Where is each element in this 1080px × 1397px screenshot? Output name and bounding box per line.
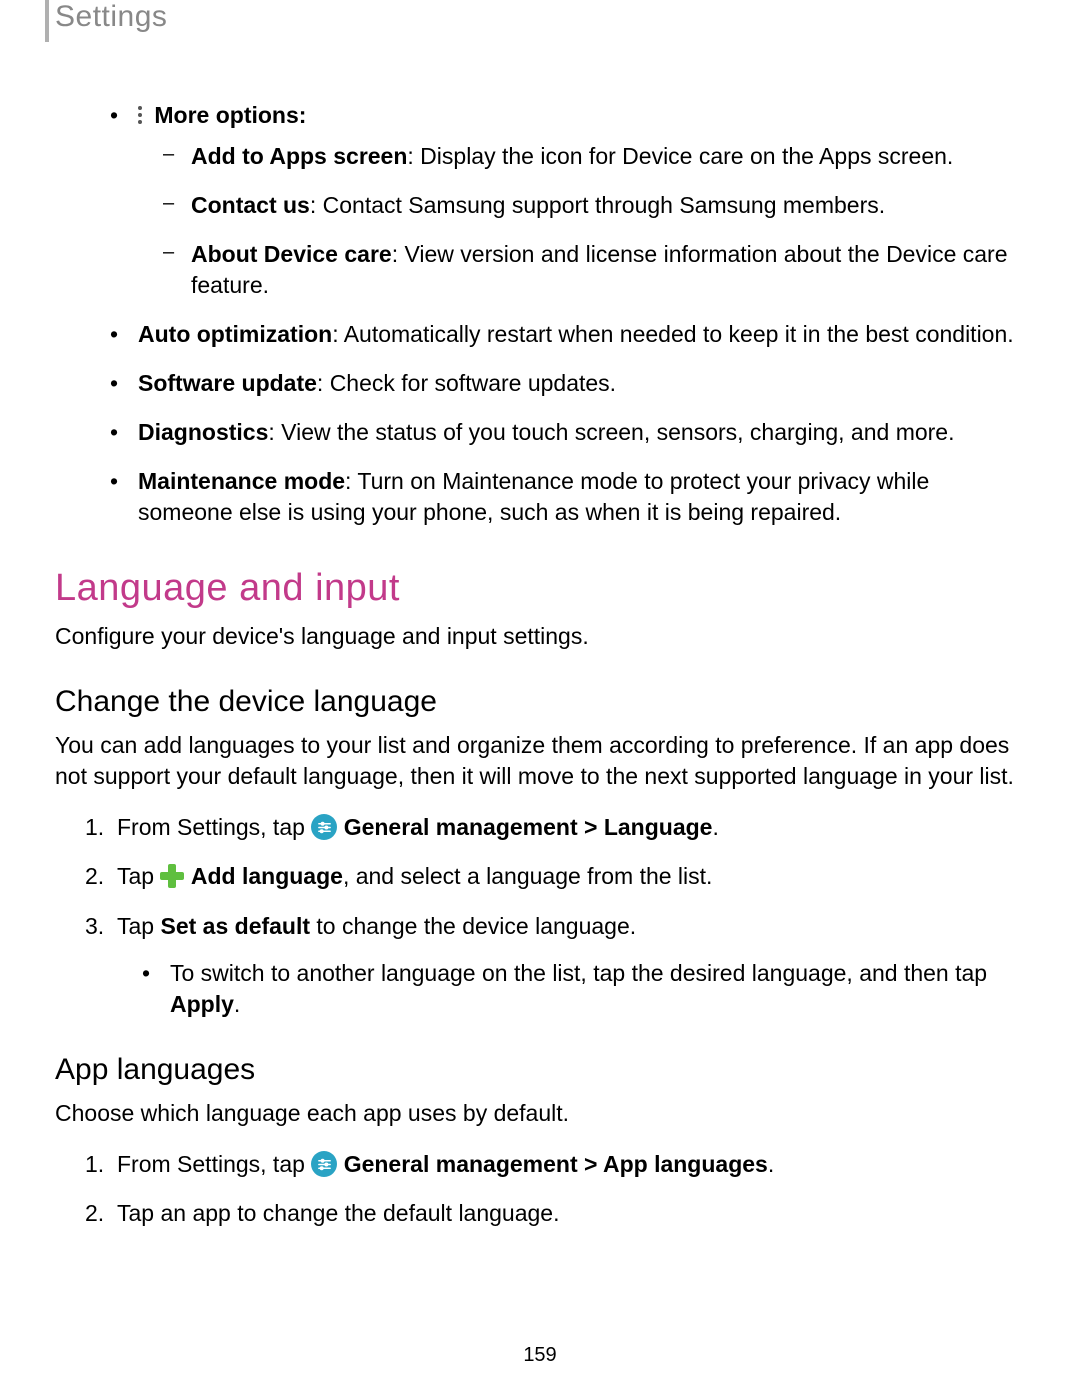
sub-text-pre: To switch to another language on the lis… bbox=[170, 960, 987, 986]
term: Maintenance mode bbox=[138, 468, 345, 494]
step-text-post: . bbox=[768, 1151, 774, 1177]
bullet-item: Maintenance mode: Turn on Maintenance mo… bbox=[110, 466, 1025, 528]
bullet-item: Software update: Check for software upda… bbox=[110, 368, 1025, 399]
term: About Device care bbox=[191, 241, 392, 267]
step-item: Tap Add language, and select a language … bbox=[85, 861, 1025, 892]
page-content: More options: Add to Apps screen: Displa… bbox=[55, 0, 1025, 1229]
dash-item: Add to Apps screen: Display the icon for… bbox=[163, 141, 1025, 172]
step-text-post: . bbox=[712, 814, 718, 840]
section-intro: Configure your device's language and inp… bbox=[55, 621, 1025, 652]
step-item: From Settings, tap General management > … bbox=[85, 1149, 1025, 1180]
step-item: From Settings, tap General management > … bbox=[85, 812, 1025, 843]
bullet-item: Auto optimization: Automatically restart… bbox=[110, 319, 1025, 350]
term: Software update bbox=[138, 370, 317, 396]
step-item: Tap an app to change the default languag… bbox=[85, 1198, 1025, 1229]
desc: : Contact Samsung support through Samsun… bbox=[310, 192, 885, 218]
bullet-item: Diagnostics: View the status of you touc… bbox=[110, 417, 1025, 448]
desc: : Automatically restart when needed to k… bbox=[332, 321, 1013, 347]
general-management-icon bbox=[311, 814, 337, 840]
subsection-intro: You can add languages to your list and o… bbox=[55, 730, 1025, 792]
step-text-pre: From Settings, tap bbox=[117, 1151, 311, 1177]
step-text-post: , and select a language from the list. bbox=[343, 863, 713, 889]
step-text-bold: General management > App languages bbox=[344, 1151, 768, 1177]
step-text-post: to change the device language. bbox=[310, 913, 636, 939]
desc: : Check for software updates. bbox=[317, 370, 616, 396]
plus-icon bbox=[160, 864, 184, 888]
step-text-pre: Tap bbox=[117, 913, 160, 939]
subsection-heading: Change the device language bbox=[55, 682, 1025, 723]
section-heading: Language and input bbox=[55, 563, 1025, 614]
step-text-pre: From Settings, tap bbox=[117, 814, 311, 840]
page-number: 159 bbox=[0, 1344, 1080, 1367]
general-management-icon bbox=[311, 1151, 337, 1177]
desc: : Display the icon for Device care on th… bbox=[407, 143, 953, 169]
term: Diagnostics bbox=[138, 419, 268, 445]
more-options-label: More options: bbox=[154, 102, 306, 128]
sub-text-bold: Apply bbox=[170, 991, 234, 1017]
step-text-bold: Add language bbox=[191, 863, 343, 889]
step-text-bold: General management > Language bbox=[344, 814, 713, 840]
header-accent-line bbox=[45, 0, 49, 42]
step-text-pre: Tap bbox=[117, 863, 160, 889]
step-item: Tap Set as default to change the device … bbox=[85, 911, 1025, 1020]
term: Auto optimization bbox=[138, 321, 332, 347]
page-header: Settings bbox=[55, 0, 167, 34]
sub-text-post: . bbox=[234, 991, 240, 1017]
step-text-bold: Set as default bbox=[160, 913, 310, 939]
term: Contact us bbox=[191, 192, 310, 218]
dash-item: Contact us: Contact Samsung support thro… bbox=[163, 190, 1025, 221]
term: Add to Apps screen bbox=[191, 143, 407, 169]
dash-item: About Device care: View version and lice… bbox=[163, 239, 1025, 301]
sub-bullet-item: To switch to another language on the lis… bbox=[142, 958, 1025, 1020]
subsection-intro: Choose which language each app uses by d… bbox=[55, 1098, 1025, 1129]
more-options-icon bbox=[138, 104, 142, 125]
desc: : View the status of you touch screen, s… bbox=[268, 419, 954, 445]
subsection-heading: App languages bbox=[55, 1050, 1025, 1091]
more-options-item: More options: Add to Apps screen: Displa… bbox=[110, 100, 1025, 301]
step-text: Tap an app to change the default languag… bbox=[117, 1200, 559, 1226]
